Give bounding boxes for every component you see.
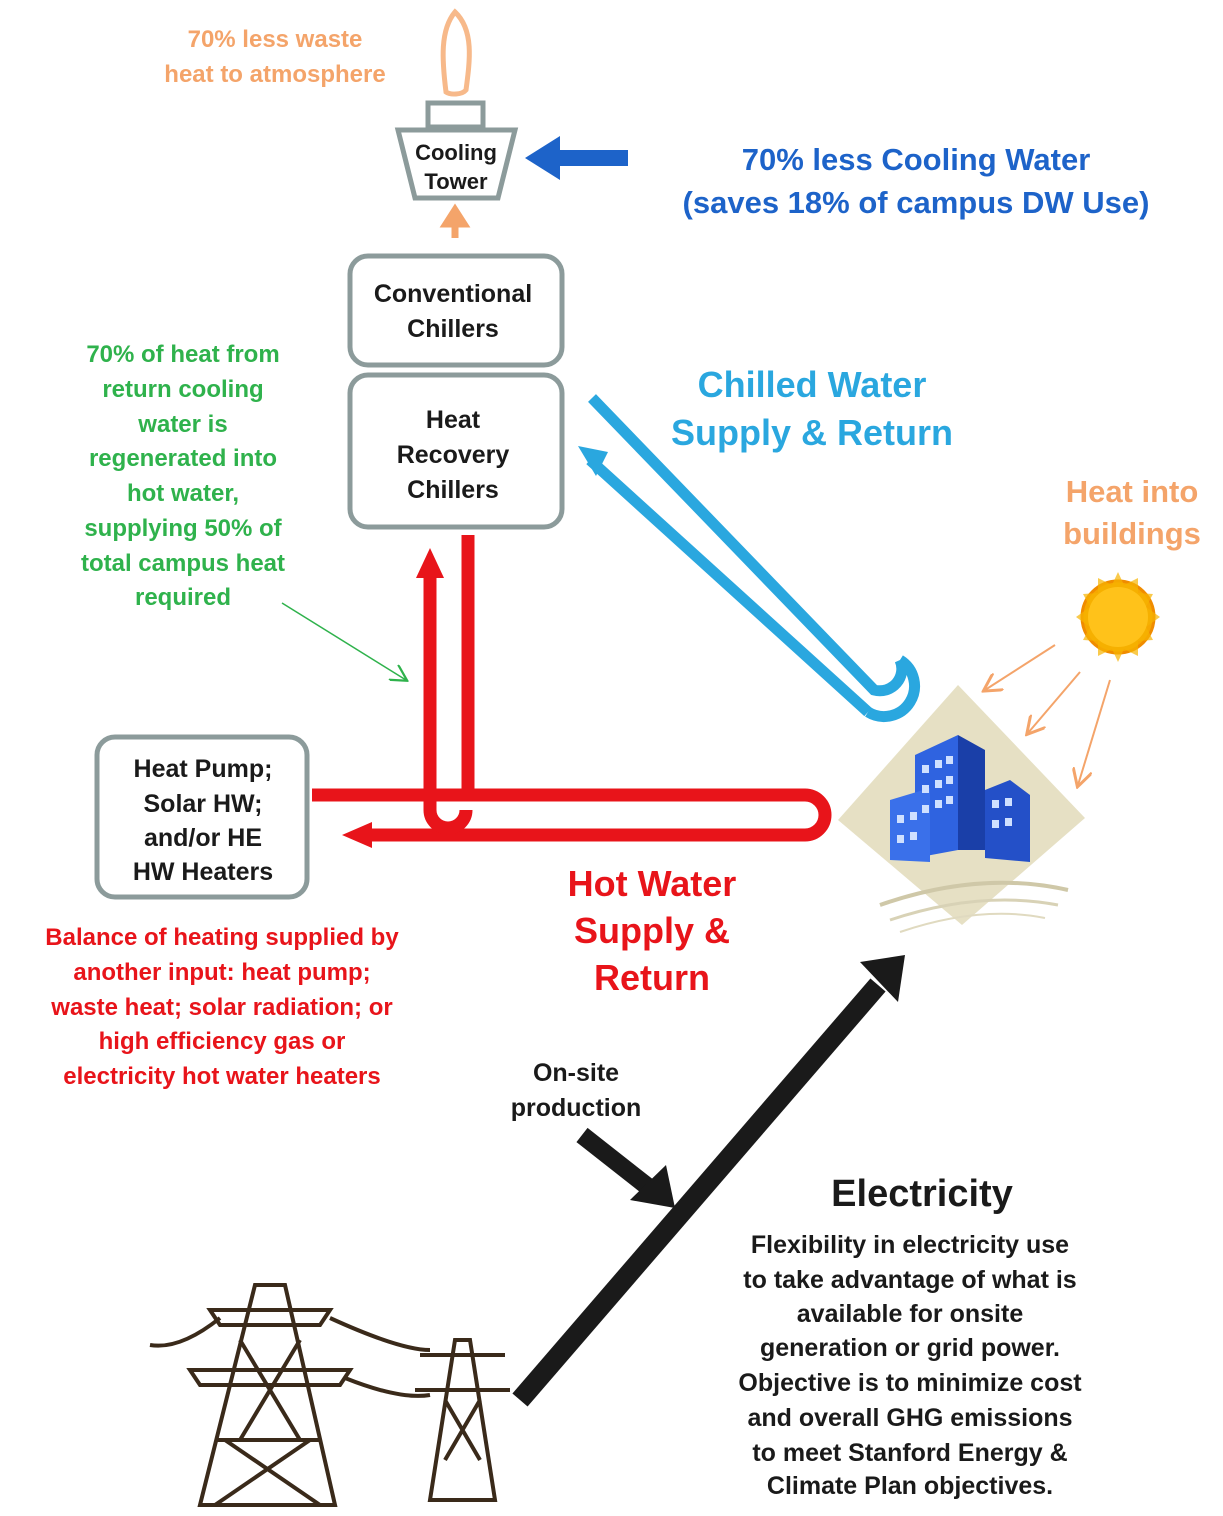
note-line: heat to atmosphere	[164, 61, 385, 88]
box-label: Heat	[426, 406, 481, 434]
electricity-arrow	[512, 978, 886, 1407]
tower-label: Tower	[424, 169, 488, 194]
electricity-body: available for onsite	[797, 1300, 1024, 1328]
water-label: (saves 18% of campus DW Use)	[683, 185, 1150, 220]
box-label: Chillers	[407, 476, 499, 504]
onsite-arrow	[576, 1127, 658, 1198]
onsite-label: production	[511, 1094, 642, 1122]
box-label: Chillers	[407, 315, 499, 343]
box-label: HW Heaters	[133, 858, 273, 886]
onsite-label: On-site	[533, 1059, 619, 1087]
box-label: Heat Pump;	[134, 755, 273, 783]
red-note: high efficiency gas or	[99, 1028, 346, 1055]
electricity-body: to meet Stanford Energy &	[752, 1439, 1067, 1467]
recovery-box	[347, 372, 565, 530]
buildings	[838, 685, 1085, 933]
chilled-return	[586, 455, 872, 717]
box-label: and/or HE	[144, 824, 262, 852]
red-note: Balance of heating supplied by	[45, 924, 399, 951]
green-note: hot water,	[127, 480, 239, 507]
chilled-label: Supply & Return	[671, 412, 953, 453]
note-arrow	[281, 602, 406, 680]
green-note: regenerated into	[89, 445, 277, 472]
box-label: Conventional	[374, 280, 532, 308]
heat-label: Heat into	[1066, 474, 1199, 509]
heat-label: buildings	[1063, 516, 1201, 551]
note-line: 70% less waste	[188, 26, 363, 53]
cooling-tower	[394, 127, 519, 201]
red-note: another input: heat pump;	[73, 959, 370, 986]
tower-label: Cooling	[415, 140, 497, 165]
electricity-body: and overall GHG emissions	[747, 1404, 1072, 1432]
green-note: water is	[137, 411, 227, 438]
steam	[440, 8, 472, 97]
electricity-body: Objective is to minimize cost	[738, 1369, 1082, 1397]
box-label: Solar HW;	[144, 790, 263, 818]
electricity-title: Electricity	[831, 1173, 1013, 1215]
green-note: total campus heat	[81, 550, 285, 577]
hot-supply	[312, 535, 832, 842]
green-note: 70% of heat from	[86, 341, 279, 368]
heat-pump-box	[94, 734, 310, 900]
green-note: required	[135, 584, 231, 611]
water-arrow	[525, 136, 628, 180]
hot-label: Supply &	[574, 910, 730, 951]
electricity-body: Climate Plan objectives.	[767, 1472, 1053, 1500]
red-note: electricity hot water heaters	[63, 1063, 380, 1090]
hot-return	[423, 575, 473, 835]
water-label: 70% less Cooling Water	[742, 142, 1091, 177]
electricity-body: generation or grid power.	[760, 1334, 1060, 1362]
green-note: supplying 50% of	[84, 515, 282, 542]
electricity-body: to take advantage of what is	[743, 1266, 1076, 1294]
power-towers	[149, 1283, 510, 1507]
green-note: return cooling	[102, 376, 263, 403]
conventional-box	[347, 253, 565, 368]
red-note: waste heat; solar radiation; or	[50, 994, 392, 1021]
electricity-body: Flexibility in electricity use	[751, 1231, 1069, 1259]
tower-top	[425, 100, 486, 130]
sun	[1076, 572, 1160, 662]
hot-label: Return	[594, 957, 710, 998]
box-label: Recovery	[397, 441, 510, 469]
heat-arrow	[439, 203, 471, 238]
hot-label: Hot Water	[568, 863, 737, 904]
chilled-label: Chilled Water	[698, 364, 927, 405]
